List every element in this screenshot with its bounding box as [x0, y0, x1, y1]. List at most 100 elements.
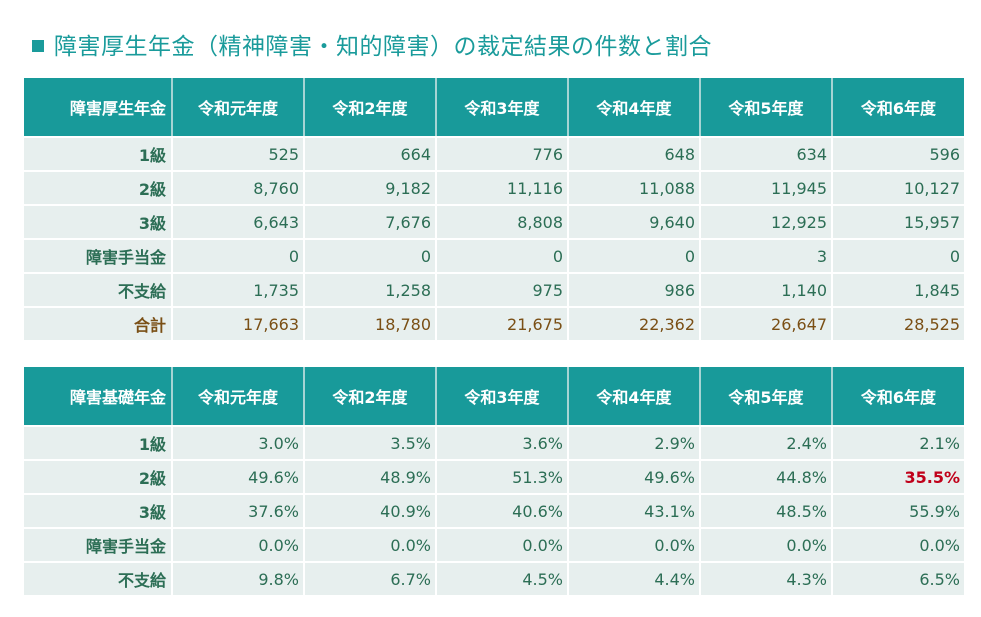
square-bullet-icon: [32, 40, 44, 52]
table-cell: 37.6%: [172, 494, 305, 529]
table-cell: 1,735: [172, 273, 305, 308]
row-label: 合計: [24, 307, 173, 342]
table-header-cell: 令和5年度: [700, 367, 833, 427]
table-header-row: 障害基礎年金 令和元年度 令和2年度 令和3年度 令和4年度 令和5年度 令和6…: [24, 367, 964, 427]
table-cell: 0.0%: [304, 528, 437, 563]
table-header-cell: 令和4年度: [568, 367, 701, 427]
table-cell: 0.0%: [172, 528, 305, 563]
table-header-cell: 令和3年度: [436, 367, 569, 427]
table-cell: 40.9%: [304, 494, 437, 529]
table-cell: 525: [172, 137, 305, 172]
table-cell: 6,643: [172, 205, 305, 240]
table-cell: 6.5%: [832, 562, 964, 597]
table-cell: 40.6%: [436, 494, 569, 529]
table-cell: 3.5%: [304, 426, 437, 461]
table-cell: 48.5%: [700, 494, 833, 529]
table-cell: 1,845: [832, 273, 964, 308]
table-cell: 43.1%: [568, 494, 701, 529]
table-cell: 26,647: [700, 307, 833, 342]
table-cell: 596: [832, 137, 964, 172]
table-row: 障害手当金 0.0% 0.0% 0.0% 0.0% 0.0% 0.0%: [24, 528, 964, 563]
table-row: 3級 37.6% 40.9% 40.6% 43.1% 48.5% 55.9%: [24, 494, 964, 529]
table-cell: 48.9%: [304, 460, 437, 495]
table-header-cell: 令和元年度: [172, 367, 305, 427]
table-cell: 28,525: [832, 307, 964, 342]
table-cell: 0.0%: [568, 528, 701, 563]
table-row: 1級 3.0% 3.5% 3.6% 2.9% 2.4% 2.1%: [24, 426, 964, 461]
table-cell: 49.6%: [172, 460, 305, 495]
table-cell: 664: [304, 137, 437, 172]
table-cell: 2.4%: [700, 426, 833, 461]
table-row: 3級 6,643 7,676 8,808 9,640 12,925 15,957: [24, 205, 964, 240]
page-title-text: 障害厚生年金（精神障害・知的障害）の裁定結果の件数と割合: [54, 34, 712, 60]
table-cell: 6.7%: [304, 562, 437, 597]
table-cell: 49.6%: [568, 460, 701, 495]
table-cell: 1,140: [700, 273, 833, 308]
table-header-cell: 令和3年度: [436, 78, 569, 138]
table-cell: 0: [568, 239, 701, 274]
row-label: 3級: [24, 205, 173, 240]
table-cell: 975: [436, 273, 569, 308]
table-cell: 2.1%: [832, 426, 964, 461]
row-label: 1級: [24, 137, 173, 172]
table-cell: 648: [568, 137, 701, 172]
table-row: 2級 49.6% 48.9% 51.3% 49.6% 44.8% 35.5%: [24, 460, 964, 495]
table-cell: 44.8%: [700, 460, 833, 495]
table-cell: 4.3%: [700, 562, 833, 597]
table-cell: 0.0%: [832, 528, 964, 563]
table-header-cell: 障害厚生年金: [24, 78, 173, 138]
table-cell: 3.0%: [172, 426, 305, 461]
table-header-row: 障害厚生年金 令和元年度 令和2年度 令和3年度 令和4年度 令和5年度 令和6…: [24, 78, 964, 138]
table-cell: 4.5%: [436, 562, 569, 597]
row-label: 3級: [24, 494, 173, 529]
table-header-cell: 令和5年度: [700, 78, 833, 138]
row-label: 不支給: [24, 562, 173, 597]
table-cell: 10,127: [832, 171, 964, 206]
table-cell: 9.8%: [172, 562, 305, 597]
row-label: 障害手当金: [24, 239, 173, 274]
table-cell: 55.9%: [832, 494, 964, 529]
table-cell: 4.4%: [568, 562, 701, 597]
table-cell: 0: [304, 239, 437, 274]
table-cell: 2.9%: [568, 426, 701, 461]
table-row: 障害手当金 0 0 0 0 3 0: [24, 239, 964, 274]
table-cell: 12,925: [700, 205, 833, 240]
table-cell: 0: [832, 239, 964, 274]
table-total-row: 合計 17,663 18,780 21,675 22,362 26,647 28…: [24, 307, 964, 342]
table-cell: 21,675: [436, 307, 569, 342]
table-row: 1級 525 664 776 648 634 596: [24, 137, 964, 172]
table-cell: 8,808: [436, 205, 569, 240]
table-row: 不支給 1,735 1,258 975 986 1,140 1,845: [24, 273, 964, 308]
table-row: 2級 8,760 9,182 11,116 11,088 11,945 10,1…: [24, 171, 964, 206]
table-cell: 15,957: [832, 205, 964, 240]
table-cell: 9,182: [304, 171, 437, 206]
table-cell: 8,760: [172, 171, 305, 206]
table-row: 不支給 9.8% 6.7% 4.5% 4.4% 4.3% 6.5%: [24, 562, 964, 597]
row-label: 障害手当金: [24, 528, 173, 563]
table-cell: 3: [700, 239, 833, 274]
row-label: 不支給: [24, 273, 173, 308]
table-basic-pension-ratios: 障害基礎年金 令和元年度 令和2年度 令和3年度 令和4年度 令和5年度 令和6…: [24, 367, 964, 597]
row-label: 1級: [24, 426, 173, 461]
table-header-cell: 令和6年度: [832, 78, 964, 138]
table-cell: 18,780: [304, 307, 437, 342]
table-cell: 0: [172, 239, 305, 274]
row-label: 2級: [24, 460, 173, 495]
table-cell: 986: [568, 273, 701, 308]
page-title: 障害厚生年金（精神障害・知的障害）の裁定結果の件数と割合: [32, 26, 712, 62]
table-cell: 0: [436, 239, 569, 274]
table-cell: 1,258: [304, 273, 437, 308]
table-cell: 51.3%: [436, 460, 569, 495]
table-cell: 0.0%: [436, 528, 569, 563]
table-header-cell: 令和2年度: [304, 78, 437, 138]
table-cell: 3.6%: [436, 426, 569, 461]
table-cell: 11,116: [436, 171, 569, 206]
table-header-cell: 令和4年度: [568, 78, 701, 138]
table-cell: 0.0%: [700, 528, 833, 563]
table-header-cell: 令和元年度: [172, 78, 305, 138]
table-header-cell: 障害基礎年金: [24, 367, 173, 427]
table-cell: 9,640: [568, 205, 701, 240]
table-header-cell: 令和2年度: [304, 367, 437, 427]
table-cell: 776: [436, 137, 569, 172]
table-cell: 7,676: [304, 205, 437, 240]
